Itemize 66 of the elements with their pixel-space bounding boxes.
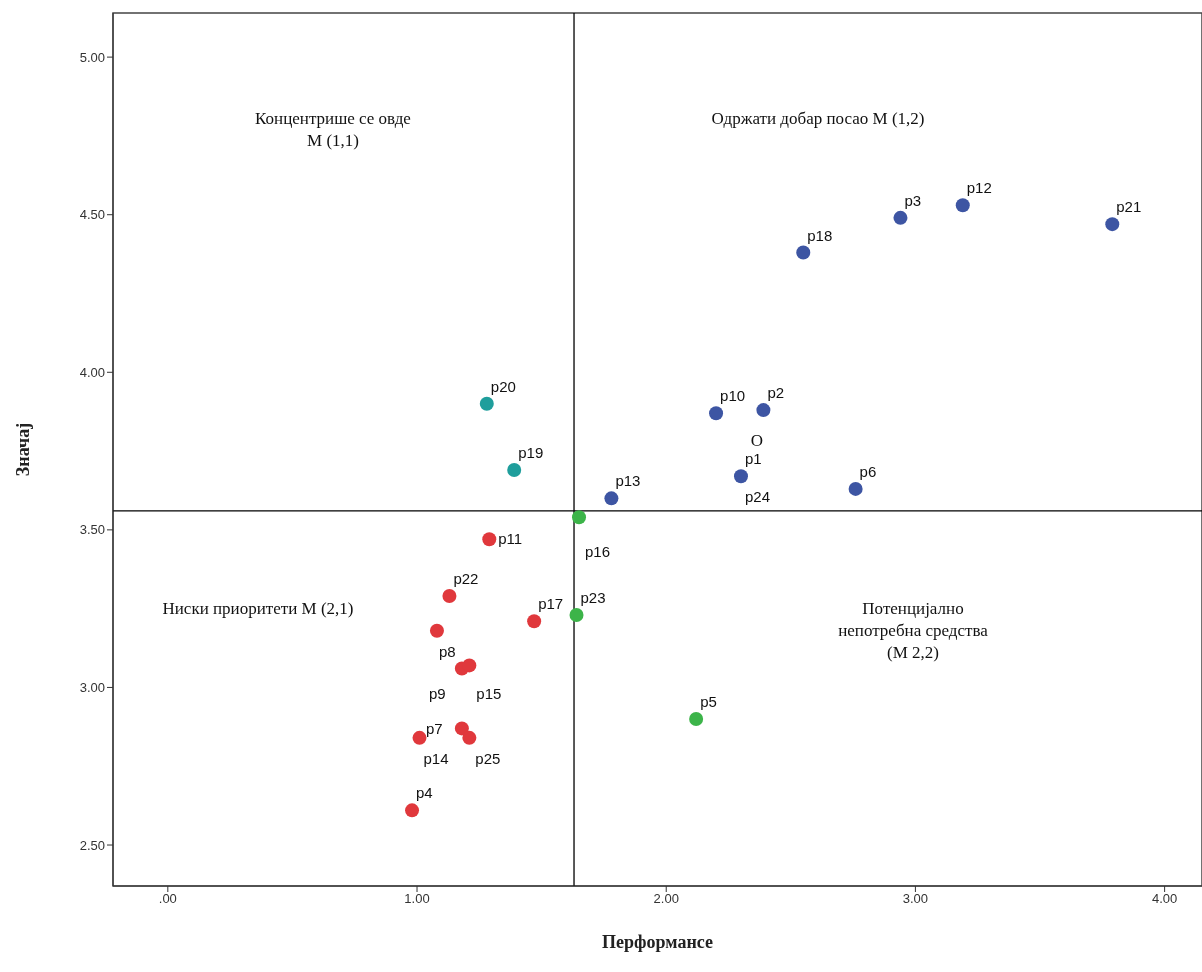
point [462,730,477,745]
y-tick-label: 4.50 [79,207,105,223]
point [709,406,724,421]
y-tick-label: 4.00 [79,364,105,380]
x-tick-label: 4.00 [1151,891,1178,907]
point [689,711,704,726]
point [454,721,469,736]
x-tick-label: 1.00 [404,891,430,907]
annotation: p3 [904,191,922,209]
y-tick-label: 3.00 [79,680,105,696]
annotation: p23 [580,588,606,606]
annotation: p21 [1116,198,1142,216]
annotation: p16 [585,543,611,561]
point [442,589,457,604]
point [848,481,863,496]
point [572,510,586,525]
annotation: Одржати добар посао М (1,2) [710,108,926,130]
annotation: p8 [438,642,456,660]
annotation: p4 [416,784,433,802]
annotation: p22 [453,570,479,588]
annotation: p15 [476,685,502,703]
annotation: p6 [859,462,877,480]
annotation: Ниски приоритети М (2,1) [161,598,355,620]
y-tick-label: 5.00 [79,49,105,65]
annotation: Потенцијално непотребна средства (М 2,2) [837,598,989,664]
annotation: p7 [425,720,443,738]
point [893,210,908,225]
annotation: p11 [498,530,523,548]
annotation: p10 [720,387,746,405]
annotation: p20 [490,377,516,395]
annotation: p5 [700,692,717,710]
x-axis-title: Перформансе [602,932,713,952]
point [955,198,970,213]
point [733,469,748,484]
point [569,607,584,622]
point [604,491,619,506]
point [429,623,444,638]
x-tick-label: 2.00 [653,891,679,907]
annotation: Концентрише се овде М (1,1) [254,108,412,152]
point [1105,217,1120,232]
point [796,245,811,260]
y-axis-title: Значај [13,422,34,477]
point [482,532,497,547]
point [756,403,771,418]
annotation: p12 [966,179,992,197]
point [527,614,542,629]
annotation: p13 [615,472,641,490]
point [412,730,427,745]
point [405,803,420,818]
y-tick-label: 3.50 [79,522,105,538]
point [507,462,522,477]
annotation: p18 [807,226,833,244]
x-tick-label: .00 [158,891,177,907]
point [462,658,477,673]
annotation: p25 [475,749,501,767]
y-tick-label: 2.50 [79,837,105,853]
point [479,396,494,411]
annotation: p9 [428,684,446,702]
annotation: p2 [767,384,785,402]
annotation: p19 [518,443,544,461]
annotation: p17 [538,595,564,613]
x-tick-label: 3.00 [902,891,929,907]
annotation: p24 [744,488,771,506]
annotation: O [749,430,765,452]
annotation: p1 [744,450,762,468]
annotation: p14 [423,749,449,767]
